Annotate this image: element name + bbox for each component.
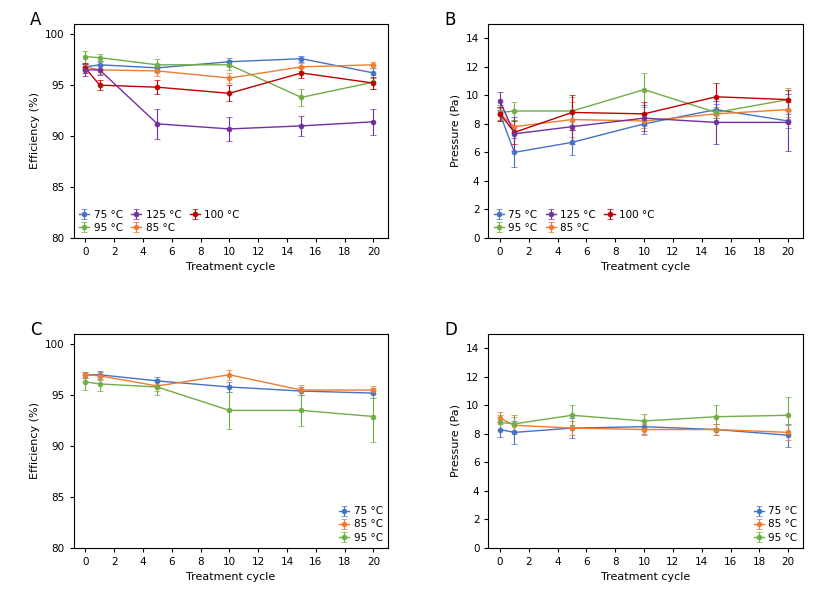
Legend: 75 °C, 85 °C, 95 °C: 75 °C, 85 °C, 95 °C xyxy=(753,506,798,542)
Text: C: C xyxy=(29,321,41,339)
X-axis label: Treatment cycle: Treatment cycle xyxy=(186,573,275,582)
Text: A: A xyxy=(29,11,41,29)
X-axis label: Treatment cycle: Treatment cycle xyxy=(601,573,690,582)
Legend: 75 °C, 95 °C, 125 °C, 85 °C, 100 °C: 75 °C, 95 °C, 125 °C, 85 °C, 100 °C xyxy=(494,209,654,232)
Legend: 75 °C, 85 °C, 95 °C: 75 °C, 85 °C, 95 °C xyxy=(339,506,382,542)
Y-axis label: Pressure (Pa): Pressure (Pa) xyxy=(450,405,460,477)
Y-axis label: Efficiency (%): Efficiency (%) xyxy=(29,402,39,479)
Y-axis label: Pressure (Pa): Pressure (Pa) xyxy=(450,95,460,167)
Text: B: B xyxy=(445,11,456,29)
Legend: 75 °C, 95 °C, 125 °C, 85 °C, 100 °C: 75 °C, 95 °C, 125 °C, 85 °C, 100 °C xyxy=(79,209,240,232)
X-axis label: Treatment cycle: Treatment cycle xyxy=(601,262,690,273)
Y-axis label: Efficiency (%): Efficiency (%) xyxy=(29,93,39,170)
X-axis label: Treatment cycle: Treatment cycle xyxy=(186,262,275,273)
Text: D: D xyxy=(445,321,457,339)
